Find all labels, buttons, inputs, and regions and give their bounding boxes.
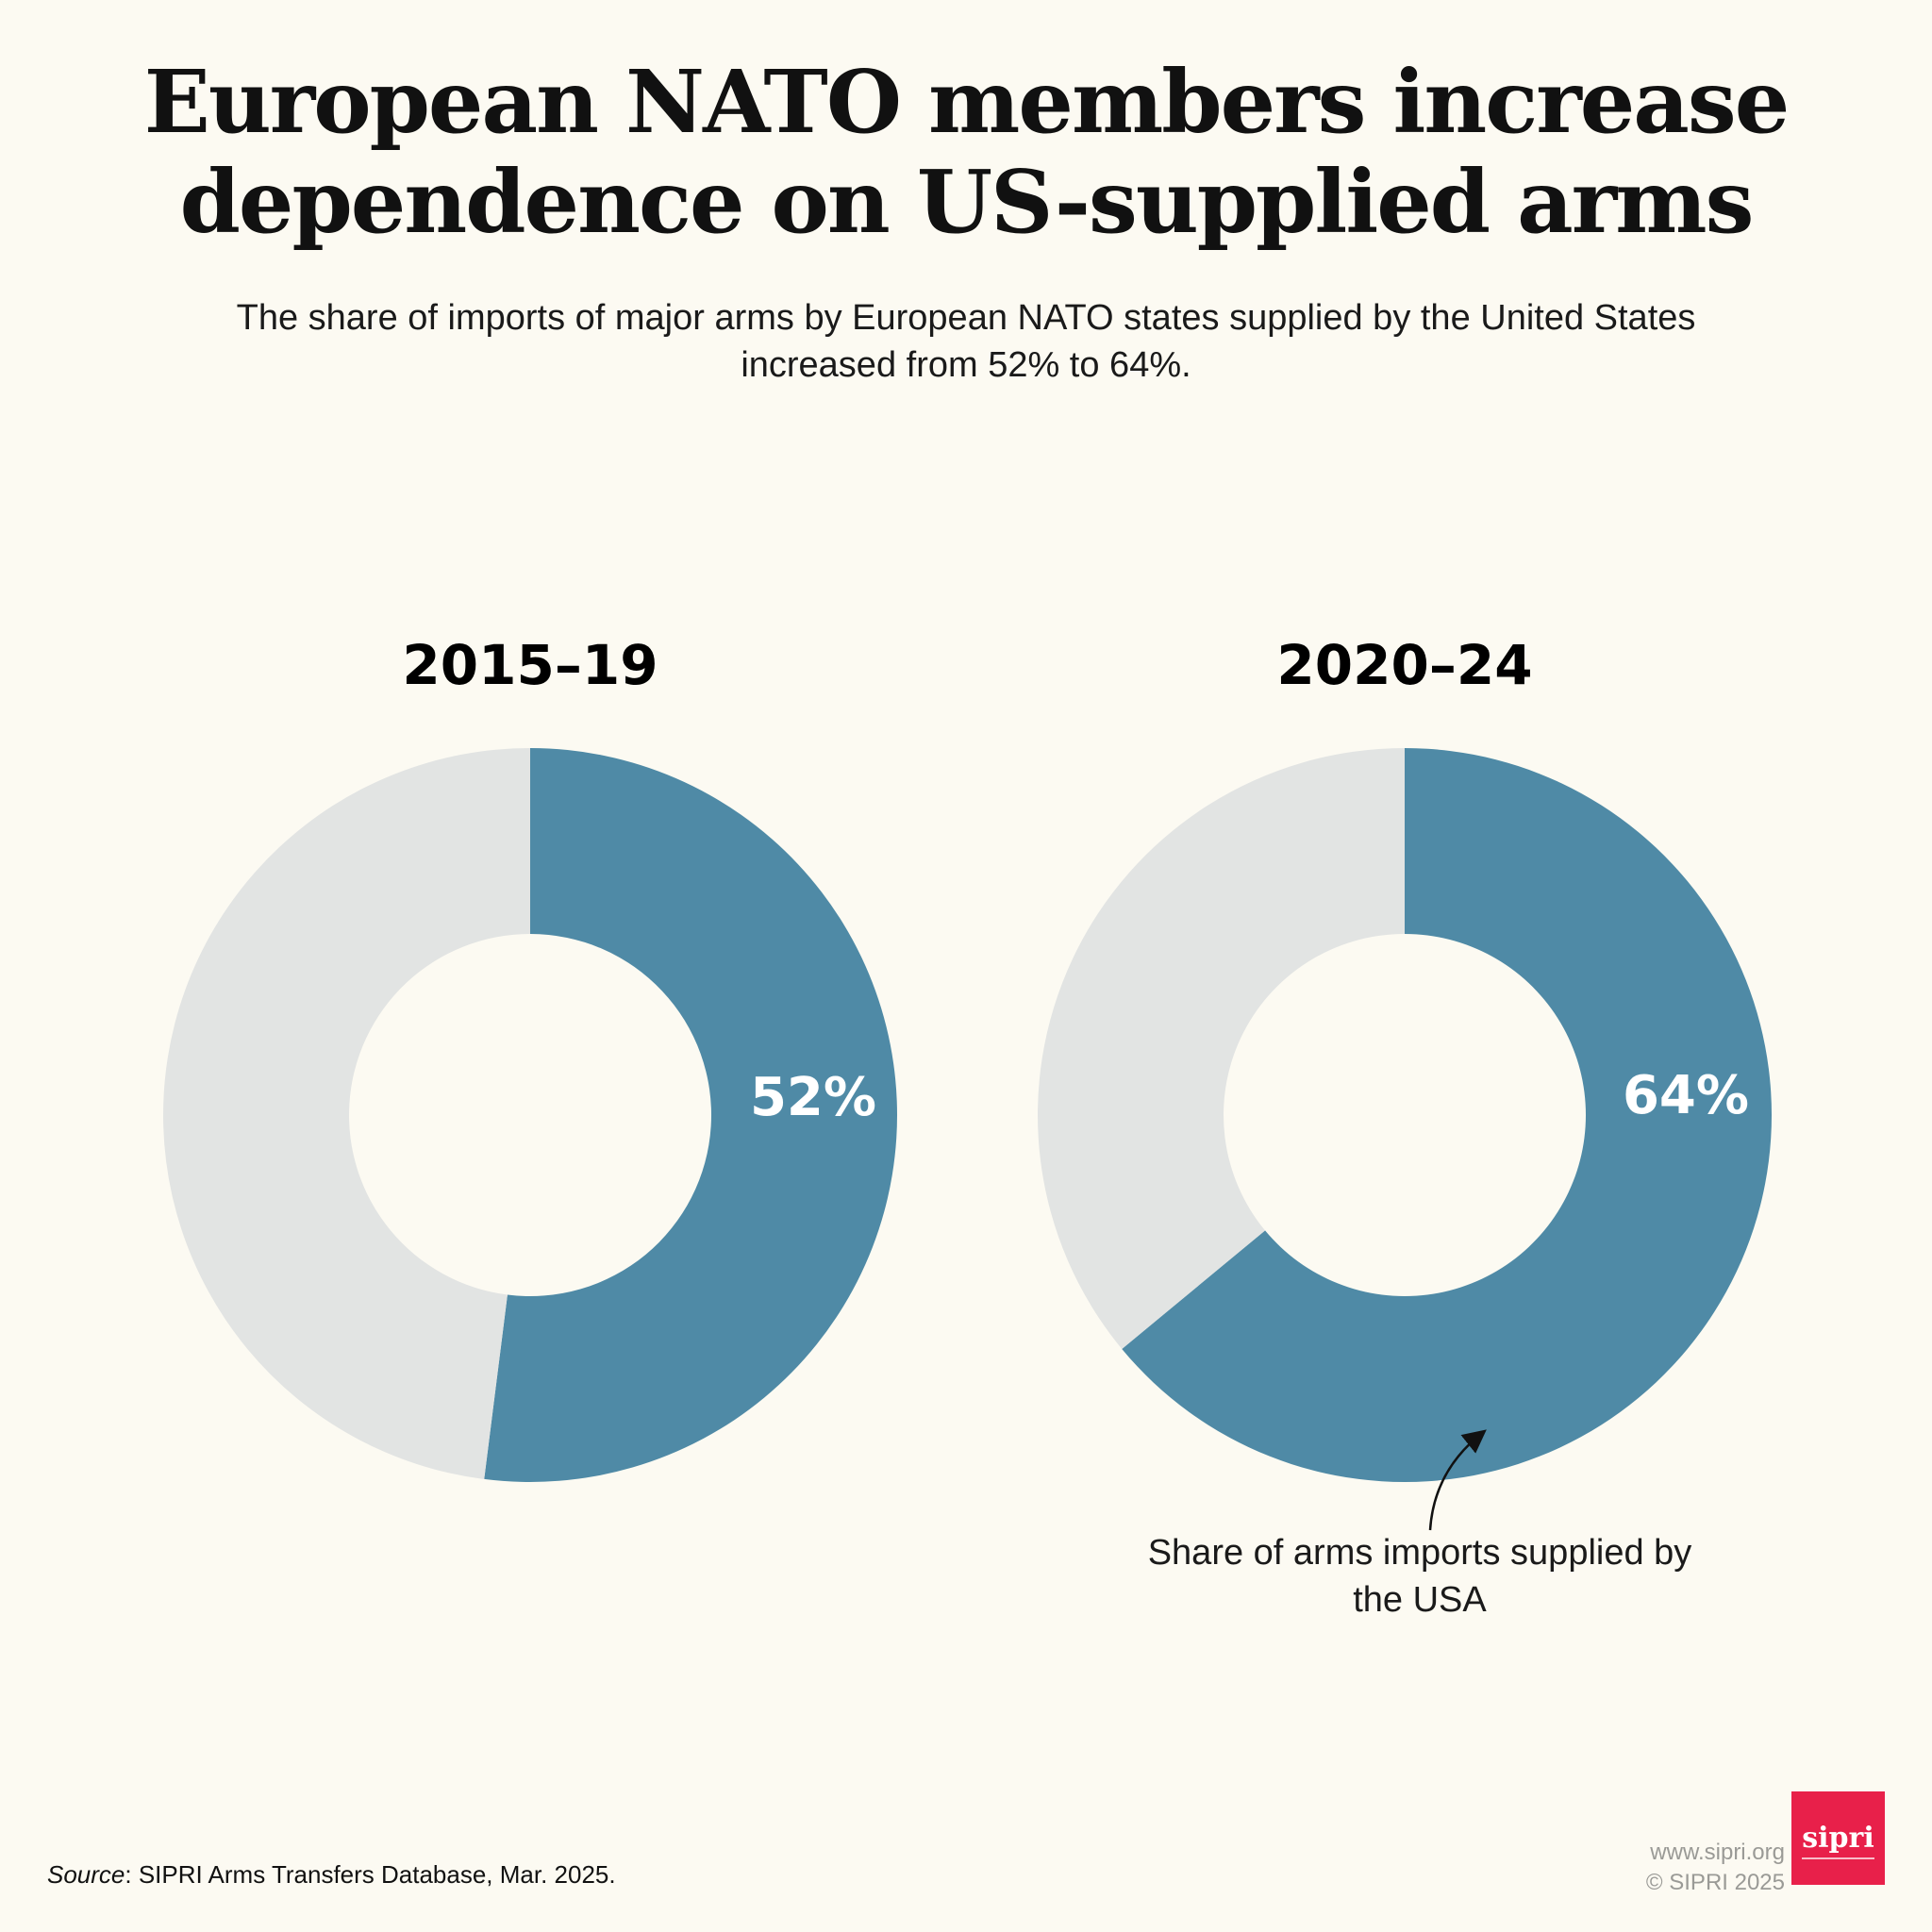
subtitle-line-1: The share of imports of major arms by Eu… xyxy=(236,298,1696,338)
annotation-line-2: the USA xyxy=(1353,1580,1487,1620)
logo-text: sipri xyxy=(1802,1822,1874,1855)
donut-slice-2015-19-other xyxy=(163,748,531,1479)
donut-slice-2015-19-usa xyxy=(484,748,898,1482)
chart-title-2020-24: 2020–24 xyxy=(1276,633,1532,697)
sipri-logo: sipri xyxy=(1791,1791,1885,1885)
donut-slice-2020-24-other xyxy=(1037,748,1405,1349)
donut-slice-2020-24-usa xyxy=(1122,748,1773,1482)
source-note: Source: SIPRI Arms Transfers Database, M… xyxy=(47,1860,616,1890)
subtitle-line-2: increased from 52% to 64%. xyxy=(741,345,1191,385)
source-text: : SIPRI Arms Transfers Database, Mar. 20… xyxy=(125,1860,616,1889)
data-label-2020-24: 64% xyxy=(1623,1065,1749,1126)
website-link[interactable]: www.sipri.org xyxy=(1650,1840,1785,1865)
source-label: Source xyxy=(47,1860,125,1889)
chart-title-2015-19: 2015–19 xyxy=(402,633,658,697)
credit: www.sipri.org © SIPRI 2025 xyxy=(1646,1838,1785,1898)
annotation-arrow xyxy=(1428,1429,1487,1531)
data-label-2015-19: 52% xyxy=(750,1067,876,1128)
chart-subtitle: The share of imports of major arms by Eu… xyxy=(142,294,1790,389)
copyright: © SIPRI 2025 xyxy=(1645,1870,1785,1895)
annotation-line-1: Share of arms imports supplied by xyxy=(1148,1533,1692,1573)
title-line-1: European NATO members increase xyxy=(143,51,1790,153)
chart-title: European NATO members increase dependenc… xyxy=(0,52,1932,252)
title-line-2: dependence on US-supplied arms xyxy=(179,151,1755,253)
